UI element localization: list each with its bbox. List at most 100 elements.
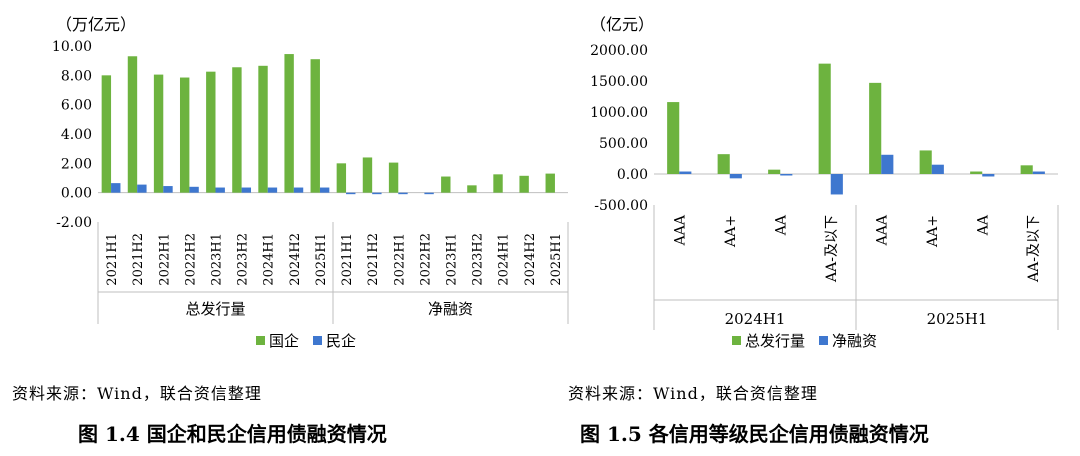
group-label: 总发行量 [185, 300, 245, 318]
category-label: 2022H2 [418, 233, 433, 286]
bar-国企-2021H2 [127, 56, 138, 193]
bar-国企-2023H2 [467, 185, 477, 193]
bar-净融资-AA+ [931, 164, 944, 174]
y-tick-label: 4.00 [61, 127, 92, 143]
y-tick-label: 0.00 [61, 186, 92, 202]
legend-label-国企: 国企 [269, 332, 299, 350]
category-label: 2024H1 [497, 233, 512, 286]
bar-国企-2023H1 [441, 176, 451, 193]
chart-state-vs-private-issuance: （万亿元） 10.00 8.00 6.00 4.00 2.00 0.00 -2.00 2021H… [52, 15, 569, 350]
group-label: 2025H1 [927, 310, 988, 328]
legend-swatch-净融资 [819, 336, 828, 345]
y-tick-label: 2000.00 [590, 43, 648, 59]
bar-民企-2024H2 [293, 187, 304, 193]
bar-国企-2022H1 [388, 162, 399, 193]
bar-民企-2021H2 [137, 184, 147, 193]
y-tick-label: 1500.00 [590, 74, 648, 90]
bar-民企-2021H2 [372, 192, 382, 195]
bar-国企-2023H1 [206, 71, 216, 193]
legend-label-总发行量: 总发行量 [745, 332, 805, 350]
bar-总发行量-AA+ [717, 154, 730, 174]
bar-总发行量-AA [970, 171, 983, 174]
category-label: 2021H1 [105, 233, 120, 286]
bar-国企-2025H1 [545, 173, 555, 193]
category-label: 2023H1 [210, 233, 225, 286]
bar-民企-2021H1 [346, 192, 356, 195]
category-label: AA [975, 214, 991, 236]
y-tick-label: 8.00 [61, 68, 92, 84]
bar-民企-2022H1 [163, 186, 173, 193]
y-tick-label: 10.00 [52, 39, 92, 55]
category-label: 2025H1 [549, 233, 564, 286]
bar-国企-2025H1 [310, 59, 320, 193]
bar-总发行量-AA-及以下 [818, 63, 831, 174]
category-label: 2025H1 [314, 233, 329, 286]
unit-label: （万亿元） [56, 15, 136, 34]
bar-净融资-AA [982, 174, 995, 177]
category-label: 2023H2 [471, 233, 486, 286]
bar-净融资-AA [780, 174, 793, 176]
bar-净融资-AA+ [729, 174, 742, 179]
bar-民企-2025H1 [319, 187, 330, 193]
y-tick-label: 2.00 [61, 156, 92, 172]
legend-label-净融资: 净融资 [832, 332, 877, 350]
category-label: 2021H2 [366, 233, 381, 286]
category-label: 2024H2 [288, 233, 303, 286]
source-note-right: 资料来源：Wind，联合资信整理 [568, 384, 818, 403]
category-label: 2023H2 [236, 233, 251, 286]
legend-swatch-总发行量 [732, 336, 741, 345]
y-tick-label: 1000.00 [590, 105, 648, 121]
y-tick-label: 0.00 [617, 167, 648, 183]
bar-净融资-AA-及以下 [1032, 171, 1045, 174]
bar-国企-2024H1 [258, 65, 268, 193]
bar-民企-2022H2 [189, 186, 199, 193]
category-label: AA+ [723, 215, 739, 248]
category-label: 2021H2 [131, 233, 146, 286]
legend-swatch-民企 [313, 336, 322, 345]
bar-总发行量-AA-及以下 [1020, 165, 1033, 174]
bar-国企-2022H2 [179, 77, 190, 193]
bar-国企-2024H2 [519, 175, 529, 193]
category-label: AA-及以下 [1026, 215, 1042, 283]
category-label: AA+ [925, 215, 941, 248]
category-label: AAA [672, 214, 688, 246]
figure-canvas: （万亿元） 10.00 8.00 6.00 4.00 2.00 0.00 -2.00 2021H… [52, 15, 1059, 350]
source-note-left: 资料来源：Wind，联合资信整理 [12, 384, 262, 403]
caption-fig-1-5: 图 1.5 各信用等级民企信用债融资情况 [580, 422, 929, 446]
category-label: 2024H2 [523, 233, 538, 286]
category-label: 2022H2 [183, 233, 198, 286]
bar-国企-2021H2 [362, 157, 373, 193]
legend-swatch-国企 [256, 336, 265, 345]
bar-国企-2021H1 [101, 75, 112, 193]
bar-净融资-AAA [679, 171, 692, 174]
bar-民企-2023H2 [241, 187, 252, 193]
bar-净融资-AAA [881, 154, 894, 174]
category-label: 2023H1 [445, 233, 460, 286]
category-label: AA [773, 214, 789, 236]
chart-private-by-rating: （亿元） 2000.00 1500.00 1000.00 500.00 0.00 -500.… [590, 15, 1059, 350]
category-label: 2024H1 [262, 233, 277, 286]
unit-label: （亿元） [590, 15, 654, 34]
bar-国企-2021H1 [336, 163, 347, 193]
category-label: 2021H1 [340, 233, 355, 286]
caption-fig-1-4: 图 1.4 国企和民企信用债融资情况 [78, 422, 387, 446]
bar-民企-2023H1 [215, 187, 225, 193]
bar-民企-2022H2 [424, 192, 434, 195]
bar-民企-2021H1 [111, 183, 121, 193]
bar-总发行量-AA+ [919, 150, 932, 174]
group-label: 2024H1 [725, 310, 786, 328]
bar-国企-2022H1 [153, 74, 164, 193]
bar-总发行量-AA [768, 169, 781, 174]
category-label: 2022H1 [157, 233, 172, 286]
bar-总发行量-AAA [869, 82, 882, 174]
y-tick-label: -500.00 [594, 198, 648, 214]
bar-民企-2022H1 [398, 192, 408, 195]
category-label: AA-及以下 [824, 215, 840, 283]
y-tick-label: 6.00 [61, 98, 92, 114]
bar-国企-2024H1 [493, 174, 503, 193]
legend-label-民企: 民企 [326, 332, 356, 350]
bar-净融资-AA-及以下 [830, 174, 843, 195]
bar-国企-2024H2 [284, 54, 294, 193]
y-tick-label: 500.00 [599, 136, 648, 152]
bar-国企-2023H2 [232, 67, 242, 193]
